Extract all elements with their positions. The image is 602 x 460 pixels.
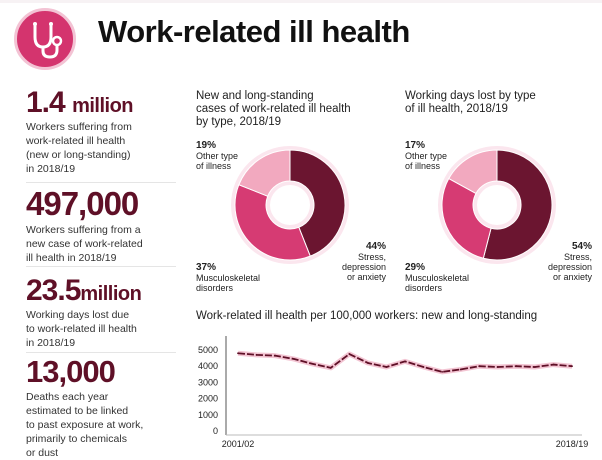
stat-block-new-cases: 497,000 Workers suffering from a new case… [26, 185, 186, 265]
stat-block-workers: 1.4 million Workers suffering from work-r… [26, 86, 186, 176]
stat-description: Workers suffering from work-related ill h… [26, 121, 132, 175]
data-point [533, 366, 536, 368]
donut-days-title: Working days lost by type of ill health, … [405, 90, 536, 115]
stat-value: 497,000 [26, 185, 139, 222]
data-point [459, 368, 462, 371]
y-tick-label: 5000 [198, 345, 218, 355]
data-point [237, 352, 239, 355]
stat-block-days-lost: 23.5million Working days lost due to work… [26, 274, 186, 350]
slice-label-stress: 54% Stress, depression or anxiety [547, 241, 592, 282]
page-title: Work-related ill health [98, 14, 410, 49]
data-point [478, 365, 481, 368]
x-tick-label: 2001/02 [222, 439, 255, 449]
donut-cases-title: New and long-standing cases of work-relat… [196, 90, 351, 128]
y-tick-label: 0 [213, 426, 218, 436]
slice-stress [482, 149, 553, 261]
stat-value: 1.4 million [26, 86, 134, 119]
stat-value: 23.5million [26, 274, 142, 307]
data-point [571, 365, 573, 368]
data-point [422, 366, 425, 368]
line-chart-title: Work-related ill health per 100,000 work… [196, 310, 538, 322]
slice-other [448, 149, 498, 195]
slice-label-musculoskeletal: 37% Musculoskeletal disorders [196, 262, 261, 293]
slice-musculoskeletal [234, 184, 311, 261]
data-point [515, 365, 518, 368]
divider [26, 266, 176, 267]
donut-hole [477, 185, 517, 225]
slice-label-other: 19% Other type of illness [196, 140, 239, 171]
data-point [348, 353, 351, 355]
slice-label-other: 17% Other type of illness [405, 140, 448, 171]
x-tick-label: 2018/19 [556, 439, 589, 449]
y-tick-label: 4000 [198, 361, 218, 371]
donut-chart-cases [231, 146, 349, 264]
stethoscope-icon [14, 8, 76, 70]
y-tick-label: 1000 [198, 410, 218, 420]
slice-stress [289, 149, 346, 257]
donut-chart-days [438, 146, 556, 264]
data-point [552, 363, 555, 366]
slice-musculoskeletal [441, 177, 492, 259]
stat-value: 13,000 [26, 354, 116, 389]
data-point [496, 366, 499, 368]
data-point [329, 366, 332, 369]
stat-description: Workers suffering from a new case of work… [26, 224, 143, 264]
data-point [292, 358, 295, 360]
data-point [441, 370, 444, 373]
stat-block-deaths: 13,000 Deaths each year estimated to be l… [26, 354, 186, 460]
data-point [404, 360, 406, 363]
donut-hole [270, 185, 310, 225]
stat-description: Deaths each year estimated to be linked to… [26, 391, 144, 459]
data-point [385, 366, 388, 368]
divider [26, 352, 176, 353]
data-point [255, 353, 258, 356]
slice-label-musculoskeletal: 29% Musculoskeletal disorders [405, 262, 470, 293]
y-tick-label: 3000 [198, 377, 218, 387]
series-line-halo [237, 350, 573, 375]
line-chart: 5000 4000 3000 2000 1000 0 2001/02 2018/19 [198, 336, 589, 449]
data-point [366, 362, 369, 364]
slice-other [238, 149, 291, 197]
stat-description: Working days lost due to work-related ill… [26, 309, 137, 349]
divider [26, 182, 176, 183]
y-tick-label: 2000 [198, 394, 218, 404]
data-point [274, 354, 277, 357]
top-rule [0, 0, 602, 3]
slice-label-stress: 44% Stress, depression or anxiety [341, 241, 386, 282]
data-point [311, 362, 314, 365]
